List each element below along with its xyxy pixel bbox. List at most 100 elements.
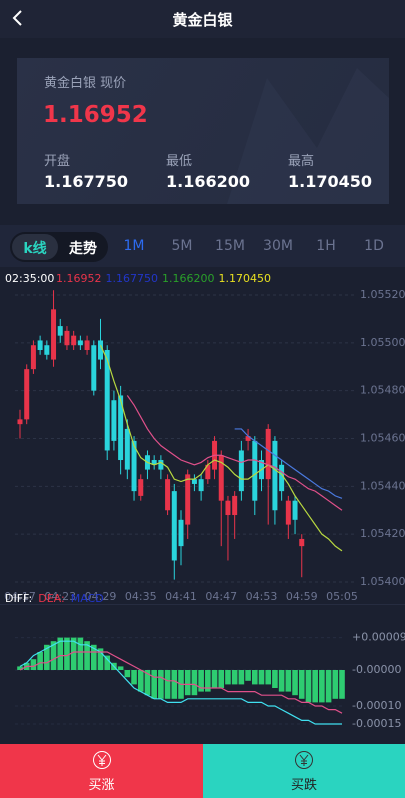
macd-bar [251,670,258,685]
macd-bar [90,644,97,670]
period-tab[interactable]: 1D [364,238,384,254]
x-tick-label: 05:05 [326,590,358,603]
candle-body [225,500,231,516]
macd-bar [70,637,77,670]
macd-bar [50,641,57,670]
candle-body [178,519,184,547]
title: 黄金白银 [172,11,233,29]
macd-bar [211,670,218,688]
y-tick-label: 1.05520 [360,288,405,301]
macd-label: DIFF: [5,592,32,605]
x-tick-label: 04:47 [205,590,237,603]
stat-label: 最高 [288,154,315,169]
macd-bar [292,670,298,696]
macd-bar [325,670,332,703]
candle-body [292,500,298,520]
candle-body [198,479,204,492]
macd-bar [231,670,238,685]
candle-body [111,400,117,441]
y-tick-label: -0.00000 [352,663,401,676]
diff-line [19,640,342,725]
info-value: 1.166200 [162,272,215,285]
candle-body [191,479,197,484]
candle-body [24,369,30,420]
macd-bar [245,670,251,681]
candle-body [84,340,90,351]
period-tab[interactable]: 1M [123,238,145,254]
buy-down-button[interactable]: 买跌 [203,744,405,798]
macd-bar [298,670,305,699]
y-tick-label: 1.05480 [360,384,405,397]
quote-card: 黄金白银 现价 1.16952 开盘 1.167750 最低 1.166200 … [17,58,389,204]
macd-bar [77,637,84,670]
macd-bar [285,670,292,692]
candle-body [57,326,63,336]
period-tab[interactable]: 5M [171,238,193,254]
ma-line [234,428,343,499]
mode-active [12,234,58,260]
candle-body [64,330,70,346]
button-label: 买跌 [290,778,317,793]
back-icon[interactable] [10,9,26,29]
macd-bar [238,670,245,685]
macd-bar [272,670,278,688]
period-tab[interactable]: 30M [263,238,293,254]
candle-body [98,340,103,360]
icon [295,751,313,769]
quote-price: 1.16952 [43,102,148,128]
info-value: 1.16952 [56,272,102,285]
macd-bar [158,670,164,699]
macd-label: MACD [71,592,104,605]
candle-body [245,436,251,441]
candle-body [171,491,177,561]
button-label: 买涨 [88,778,115,793]
period-tab[interactable]: 15M [215,238,245,254]
y-tick-label: 1.05500 [360,336,405,349]
card-decoration [227,68,389,204]
macd-bar [191,670,198,696]
mode-tab[interactable]: 走势 [69,241,97,257]
x-tick-label: 04:17 [4,590,36,603]
macd-bar [332,670,339,699]
stat-value: 1.166200 [166,172,251,191]
macd-bar [164,670,171,699]
macd-bar [124,670,131,678]
macd-bar [151,670,157,699]
y-tick-label: 1.05420 [360,527,405,540]
ma-line [126,395,343,511]
stat-value: 1.170450 [288,172,373,191]
candle-body [30,345,36,370]
info-value: 1.167750 [106,272,159,285]
stat-value: 1.167750 [44,172,129,191]
period-tab[interactable]: 1H [316,238,336,254]
candle-body [205,464,211,480]
candle-body [151,460,157,465]
macd-bar [198,670,204,692]
candle-body [44,345,50,355]
x-tick-label: 04:35 [125,590,157,603]
candle-body [124,428,130,470]
candle-body [272,440,278,511]
macd-bar [104,655,111,670]
buy-up-button[interactable]: 买涨 [0,744,203,798]
candle-body [185,474,191,525]
info-time: 02:35:00 [5,272,54,285]
dea-line [19,651,343,714]
macd-bar [265,670,272,685]
candle-body [218,455,224,501]
macd-bar [218,670,225,688]
candle-body [51,309,57,360]
macd-bar [171,670,178,699]
candle-body [238,450,244,492]
candle-body [77,340,83,346]
x-tick-label: 04:29 [85,590,117,603]
y-tick-label: +0.00009 [352,631,405,644]
candle-body [279,464,285,492]
candle-body [252,440,258,501]
candle-body [299,538,305,547]
candle-body [118,395,124,461]
x-tick-label: 04:41 [165,590,197,603]
mode-tab[interactable]: k线 [23,241,47,257]
candle-body [138,479,144,496]
